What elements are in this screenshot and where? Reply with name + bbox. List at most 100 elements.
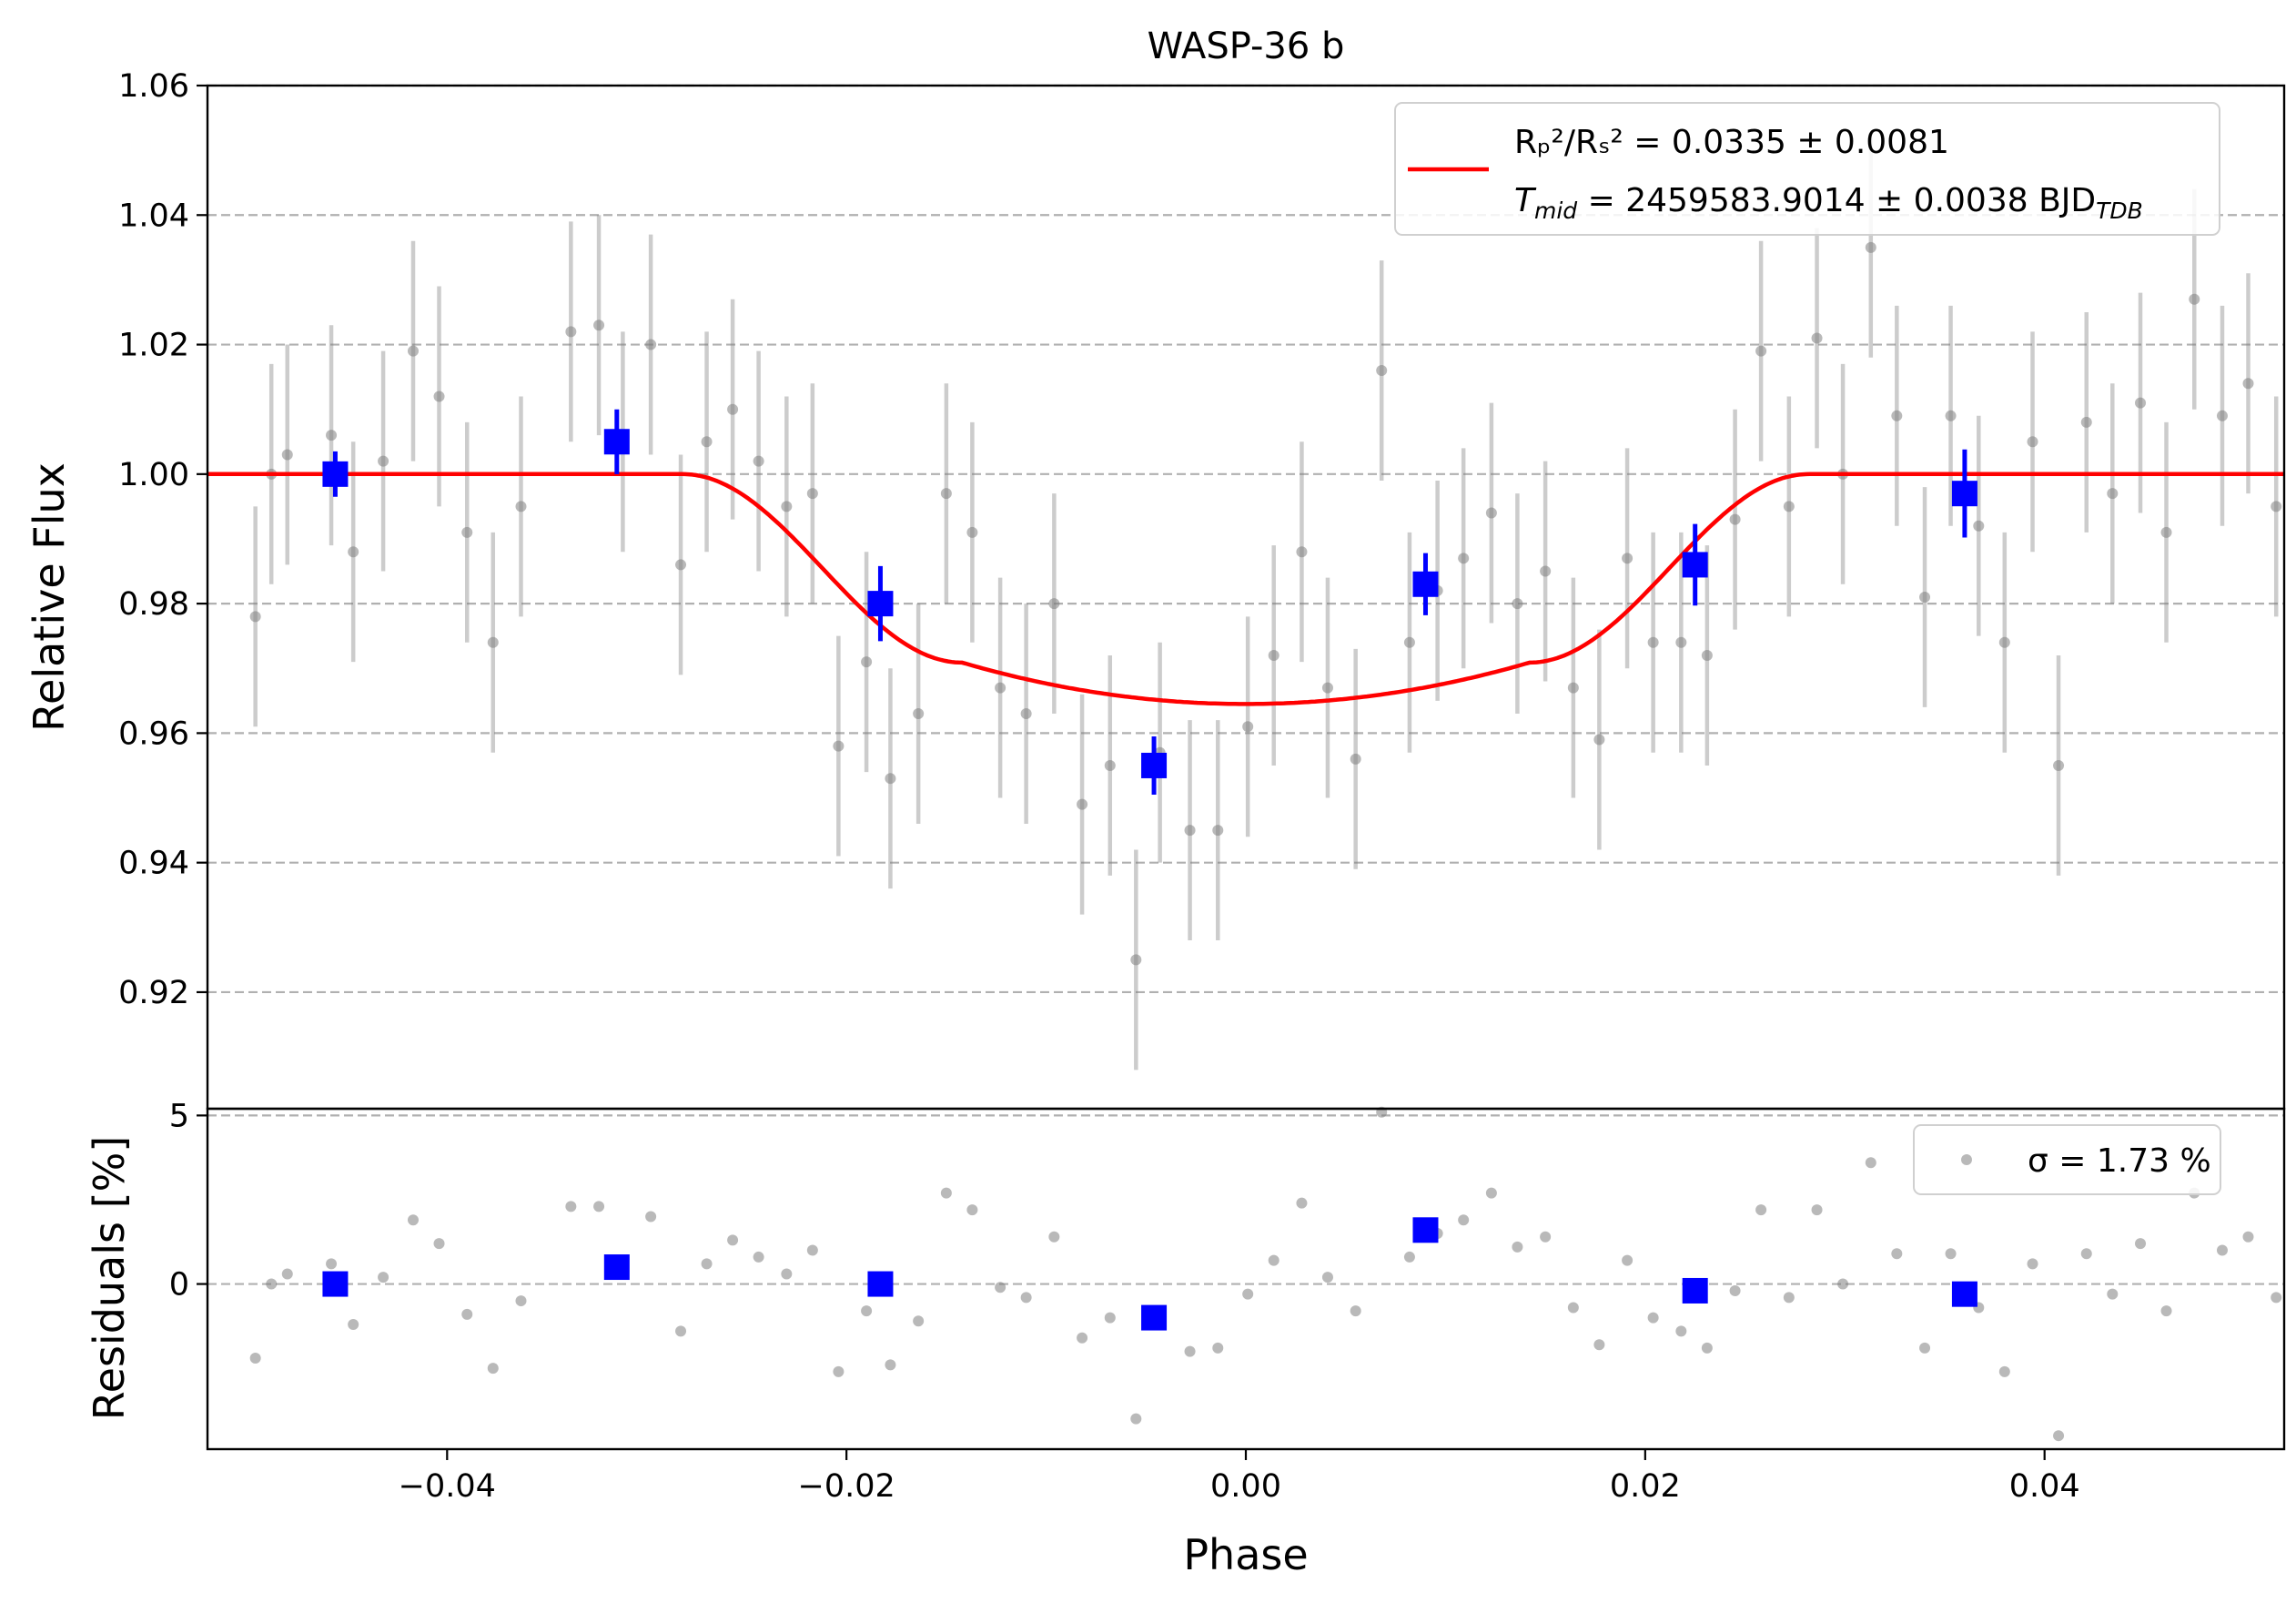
top-y-tick-label-3: 0.98 — [118, 586, 189, 623]
raw-residual-point — [1837, 1278, 1849, 1290]
raw-point — [1242, 721, 1254, 733]
raw-point — [1512, 598, 1523, 610]
top-legend: Rₚ²/Rₛ² = 0.0335 ± 0.0081 Tmid = 2459583… — [1394, 102, 2220, 236]
raw-point — [1104, 759, 1116, 771]
raw-point — [2271, 501, 2282, 512]
raw-point — [966, 526, 978, 538]
raw-point — [1321, 682, 1333, 694]
raw-point — [1376, 365, 1388, 377]
bottom-panel-grid — [207, 1114, 2284, 1285]
top-y-tick-label-5: 1.02 — [118, 328, 189, 364]
raw-residual-point — [885, 1359, 896, 1371]
bottom-y-axis-label: Residuals [%] — [85, 1136, 134, 1420]
binned-residual-point — [322, 1271, 349, 1297]
raw-point — [995, 682, 1006, 694]
raw-residual-point — [1891, 1248, 1903, 1260]
raw-residual-point — [1458, 1214, 1470, 1226]
raw-residual-point — [966, 1204, 978, 1216]
raw-point — [1865, 241, 1876, 253]
raw-residual-point — [2242, 1231, 2254, 1243]
raw-residual-point — [1212, 1342, 1224, 1354]
raw-residual-point — [2160, 1305, 2172, 1317]
raw-point — [1268, 650, 1279, 662]
raw-residual-point — [515, 1295, 527, 1307]
raw-point — [1567, 682, 1579, 694]
raw-point — [861, 656, 873, 668]
raw-point — [249, 611, 261, 623]
raw-point — [1891, 410, 1903, 421]
raw-point — [348, 546, 359, 558]
bottom-panel-binned-residuals — [322, 1217, 1977, 1331]
raw-residual-point — [1130, 1413, 1142, 1425]
raw-point — [1130, 954, 1142, 966]
bottom-legend-marker — [1961, 1154, 1972, 1165]
binned-point — [603, 429, 630, 455]
top-y-tick-label-4: 1.00 — [118, 457, 189, 493]
raw-point — [326, 430, 338, 441]
raw-point — [2160, 526, 2172, 538]
raw-residual-point — [1403, 1251, 1415, 1263]
raw-residual-point — [348, 1318, 359, 1330]
raw-point — [1184, 825, 1196, 837]
bottom-y-tick-label-0: 0 — [169, 1267, 189, 1304]
raw-residual-point — [913, 1315, 925, 1327]
raw-residual-point — [2080, 1248, 2092, 1260]
raw-residual-point — [461, 1308, 473, 1320]
top-y-axis-label: Relative Flux — [25, 462, 74, 732]
raw-residual-point — [1540, 1231, 1552, 1243]
raw-residual-point — [1945, 1248, 1957, 1260]
raw-residual-point — [1919, 1342, 1931, 1354]
raw-point — [1701, 650, 1713, 662]
raw-point — [1755, 345, 1767, 357]
raw-point — [593, 320, 605, 331]
raw-residual-point — [408, 1214, 420, 1226]
raw-point — [1077, 798, 1088, 810]
raw-point — [515, 501, 527, 512]
tmid-symbol: T — [1514, 182, 1537, 219]
binned-point — [322, 461, 349, 487]
binned-residual-point — [1141, 1304, 1168, 1331]
raw-point — [2080, 416, 2092, 428]
raw-point — [645, 339, 657, 350]
raw-point — [1048, 598, 1060, 610]
tmid-subscript: mid — [1534, 198, 1577, 224]
raw-residual-point — [1184, 1345, 1196, 1357]
top-y-tick-label-6: 1.04 — [118, 198, 189, 234]
raw-point — [913, 708, 925, 720]
top-legend-box — [1394, 102, 2220, 236]
binned-point — [1951, 481, 1977, 507]
tmid-value: = 2459583.9014 ± 0.0038 BJD — [1577, 182, 2096, 219]
tdb-subscript: TDB — [2096, 198, 2143, 224]
raw-point — [565, 326, 577, 338]
raw-residual-point — [675, 1325, 687, 1337]
x-axis-label: Phase — [1183, 1530, 1308, 1579]
raw-residual-point — [565, 1201, 577, 1212]
raw-point — [1593, 734, 1605, 746]
bottom-legend: σ = 1.73 % — [1913, 1124, 2221, 1195]
raw-residual-point — [1020, 1292, 1032, 1304]
raw-residual-point — [378, 1272, 389, 1283]
x-ticks: −0.04 −0.02 0.00 0.02 0.04 — [399, 1449, 2080, 1505]
raw-point — [1811, 332, 1823, 344]
raw-residual-point — [995, 1282, 1006, 1294]
raw-residual-point — [2107, 1288, 2119, 1300]
raw-point — [1675, 636, 1687, 648]
top-y-tick-label-0: 0.92 — [118, 975, 189, 1011]
x-tick-label-3: 0.02 — [1610, 1468, 1681, 1505]
raw-residual-point — [266, 1278, 278, 1290]
raw-point — [2027, 436, 2038, 448]
raw-residual-point — [1485, 1187, 1497, 1199]
raw-point — [1783, 501, 1795, 512]
raw-point — [2242, 378, 2254, 390]
raw-point — [781, 501, 793, 512]
top-y-tick-label-2: 0.96 — [118, 715, 189, 752]
raw-residual-point — [1350, 1305, 1361, 1317]
raw-point — [885, 773, 896, 785]
raw-point — [1296, 546, 1308, 558]
top-legend-tmid-label: Tmid = 2459583.9014 ± 0.0038 BJDTDB — [1514, 182, 2143, 224]
raw-residual-point — [806, 1244, 818, 1256]
top-panel-model-curve — [207, 472, 2284, 706]
raw-point — [2107, 488, 2119, 500]
model-curve — [207, 472, 2284, 706]
